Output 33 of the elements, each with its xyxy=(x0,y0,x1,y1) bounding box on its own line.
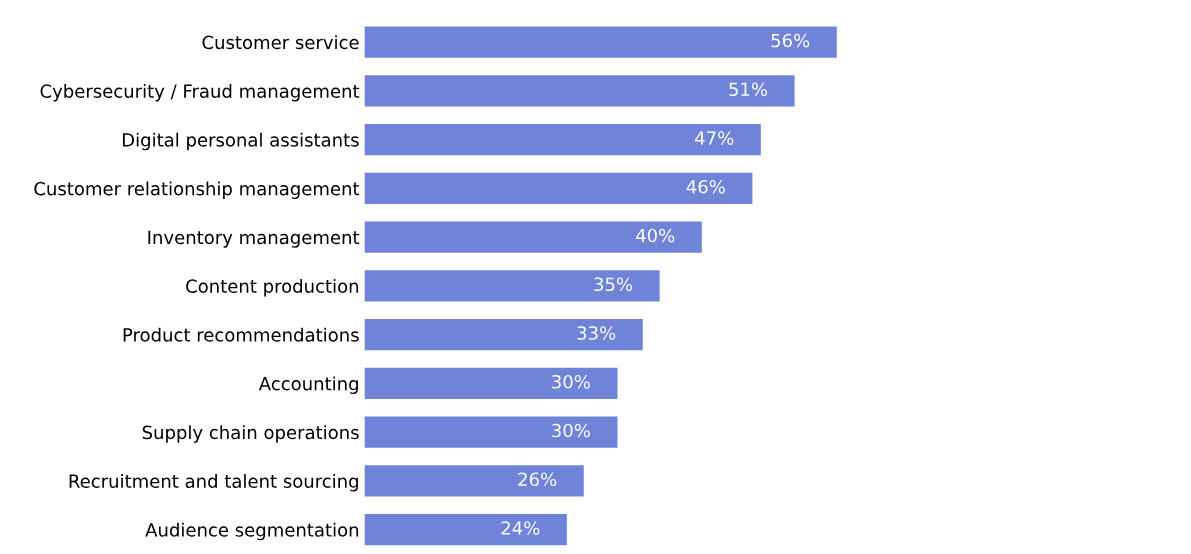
y-tick-label: Product recommendations xyxy=(123,327,359,342)
y-tick-label: Inventory management xyxy=(148,230,360,248)
data-label: 26% xyxy=(518,472,557,487)
bar xyxy=(364,367,618,399)
data-label: 35% xyxy=(594,277,633,292)
y-tick-label: Customer service xyxy=(202,35,359,50)
data-label: 24% xyxy=(501,521,540,535)
y-tick-label: Cybersecurity / Fraud management xyxy=(40,84,360,102)
data-label: 30% xyxy=(552,423,590,438)
bar xyxy=(364,221,702,253)
bar xyxy=(364,75,795,107)
data-label: 33% xyxy=(577,326,616,340)
bar xyxy=(364,514,567,546)
bar xyxy=(364,465,584,497)
data-label: 47% xyxy=(695,131,734,145)
bar xyxy=(364,124,761,156)
data-label: 51% xyxy=(729,82,768,97)
data-label: 40% xyxy=(636,228,675,243)
y-tick-label: Audience segmentation xyxy=(145,522,359,541)
y-tick-label: Digital personal assistants xyxy=(122,132,359,151)
y-tick-label: Recruitment and talent sourcing xyxy=(69,474,358,492)
data-label: 30% xyxy=(552,374,590,389)
y-tick-label: Accounting xyxy=(258,376,358,394)
bar xyxy=(364,172,753,204)
bar xyxy=(364,416,618,448)
data-label: 56% xyxy=(771,33,810,48)
bar xyxy=(364,270,660,302)
y-tick-label: Supply chain operations xyxy=(142,425,359,443)
bar xyxy=(364,319,643,351)
y-tick-label: Content production xyxy=(186,279,359,297)
y-tick-label: Customer relationship management xyxy=(34,181,360,199)
data-label: 46% xyxy=(686,179,725,194)
bar xyxy=(364,26,837,58)
